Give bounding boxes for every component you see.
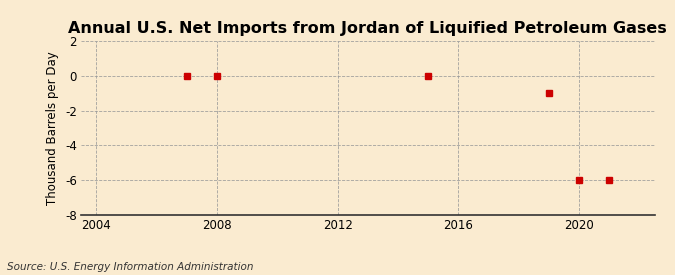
Title: Annual U.S. Net Imports from Jordan of Liquified Petroleum Gases: Annual U.S. Net Imports from Jordan of L… — [68, 21, 668, 36]
Y-axis label: Thousand Barrels per Day: Thousand Barrels per Day — [47, 51, 59, 205]
Text: Source: U.S. Energy Information Administration: Source: U.S. Energy Information Administ… — [7, 262, 253, 272]
